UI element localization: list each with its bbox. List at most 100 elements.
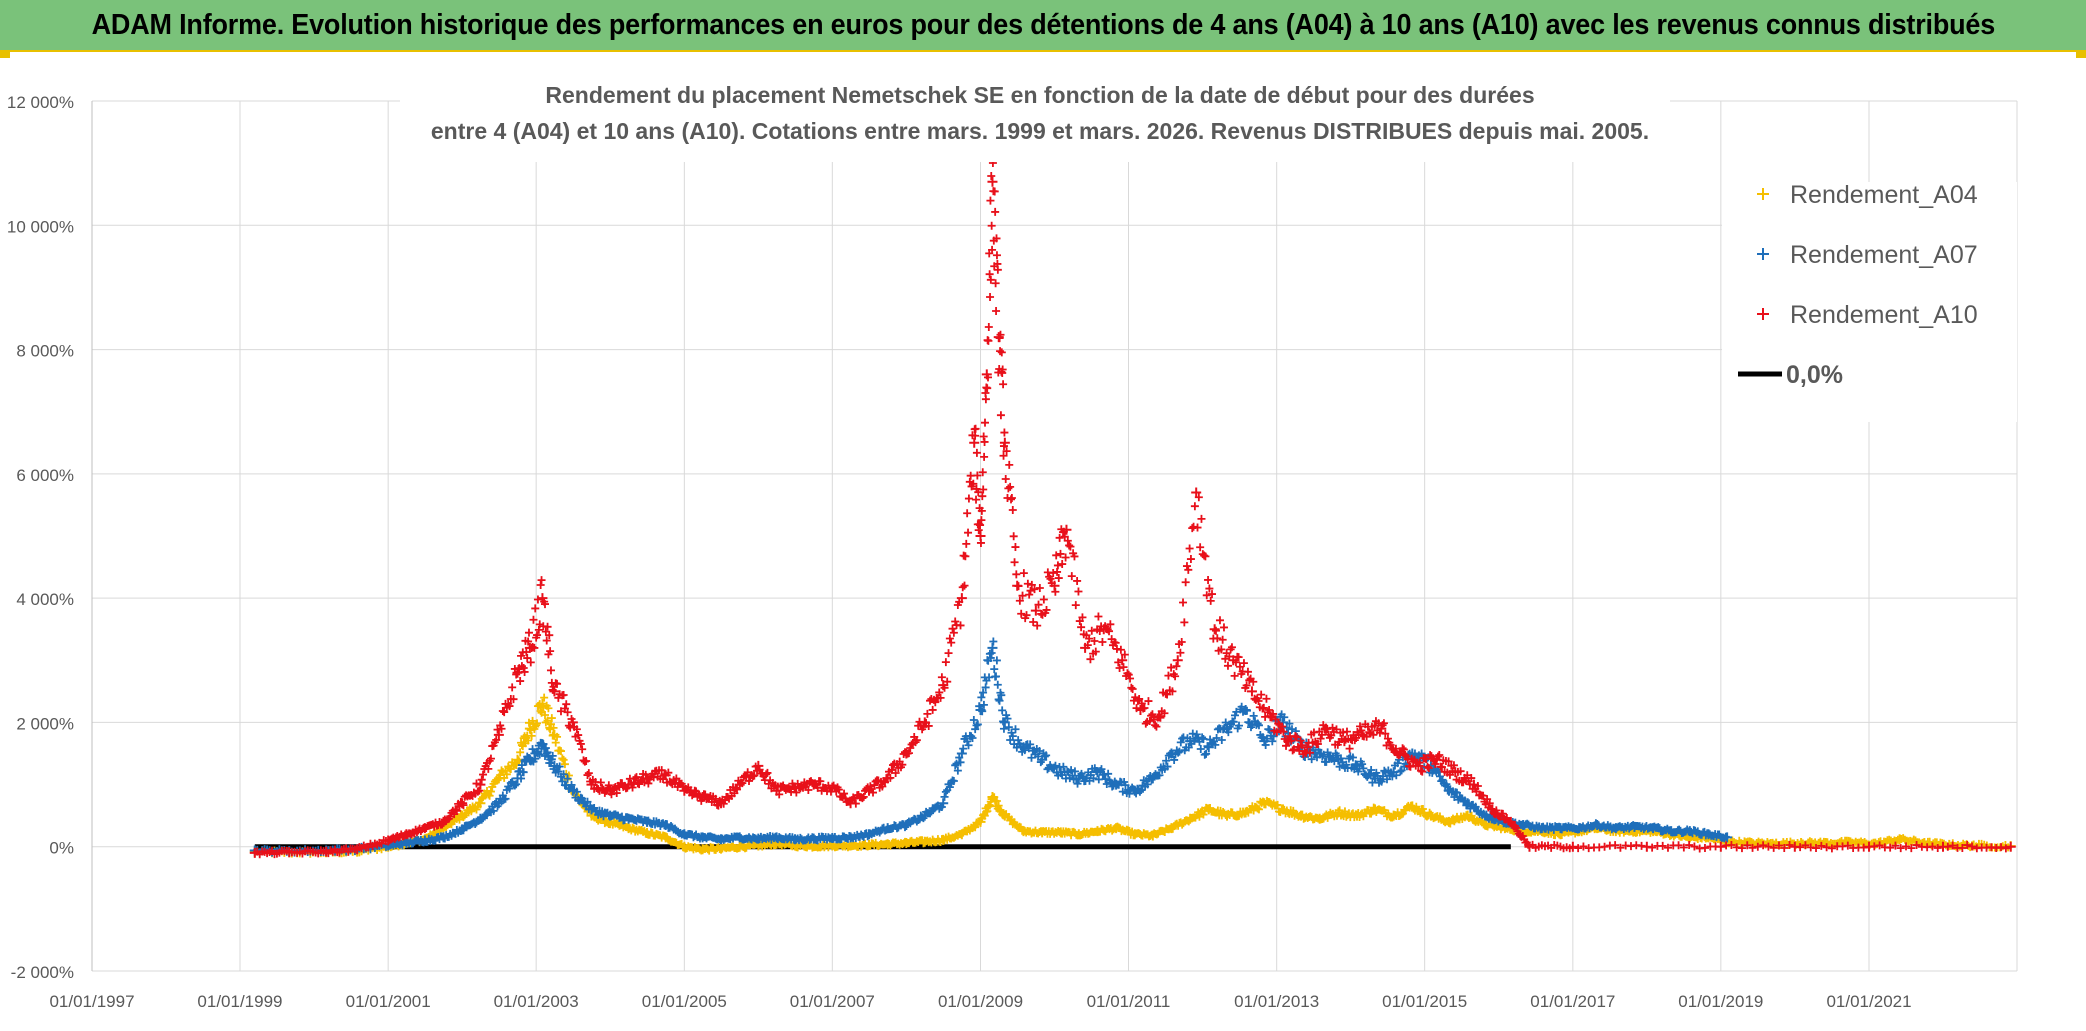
marker-Rendement_A10 bbox=[631, 774, 640, 783]
marker-Rendement_A07 bbox=[945, 783, 954, 792]
y-tick-label-5: 8 000% bbox=[16, 342, 74, 361]
marker-Rendement_A10 bbox=[955, 597, 964, 606]
marker-Rendement_A10 bbox=[1492, 806, 1501, 815]
marker-Rendement_A10 bbox=[1369, 730, 1378, 739]
marker-Rendement_A10 bbox=[971, 431, 980, 440]
marker-Rendement_A07 bbox=[501, 794, 510, 803]
marker-Rendement_A07 bbox=[1170, 755, 1179, 764]
marker-Rendement_A10 bbox=[1046, 574, 1055, 583]
marker-Rendement_A10 bbox=[1116, 645, 1125, 654]
marker-Rendement_A10 bbox=[1074, 587, 1083, 596]
marker-Rendement_A10 bbox=[1444, 757, 1453, 766]
dense-markers-Rendement_A07 bbox=[253, 637, 1730, 857]
marker-Rendement_A10 bbox=[1114, 658, 1123, 667]
marker-Rendement_A10 bbox=[660, 770, 669, 779]
marker-Rendement_A10 bbox=[963, 509, 972, 518]
x-tick-label-11: 01/01/2019 bbox=[1678, 992, 1763, 1011]
marker-Rendement_A10 bbox=[1051, 587, 1060, 596]
chart-title-line-2: entre 4 (A04) et 10 ans (A10). Cotations… bbox=[431, 118, 1649, 144]
marker-Rendement_A10 bbox=[1271, 715, 1280, 724]
marker-Rendement_A10 bbox=[1035, 584, 1044, 593]
marker-Rendement_A10 bbox=[1106, 620, 1115, 629]
marker-Rendement_A10 bbox=[1128, 684, 1137, 693]
marker-Rendement_A10 bbox=[484, 764, 493, 773]
marker-Rendement_A10 bbox=[472, 779, 481, 788]
marker-Rendement_A10 bbox=[1958, 843, 1967, 852]
marker-Rendement_A07 bbox=[1004, 723, 1013, 732]
marker-Rendement_A10 bbox=[733, 785, 742, 794]
marker-Rendement_A10 bbox=[1379, 719, 1388, 728]
chart-title: Rendement du placement Nemetschek SE en … bbox=[400, 54, 1670, 162]
marker-Rendement_A10 bbox=[1456, 767, 1465, 776]
marker-Rendement_A07 bbox=[572, 787, 581, 796]
marker-Rendement_A07 bbox=[989, 637, 998, 646]
marker-Rendement_A04 bbox=[553, 732, 562, 741]
marker-Rendement_A07 bbox=[1224, 728, 1233, 737]
marker-Rendement_A10 bbox=[500, 708, 509, 717]
marker-Rendement_A10 bbox=[1000, 428, 1009, 437]
marker-Rendement_A10 bbox=[537, 576, 546, 585]
marker-Rendement_A10 bbox=[986, 292, 995, 301]
x-tick-label-7: 01/01/2011 bbox=[1087, 992, 1171, 1011]
marker-Rendement_A10 bbox=[1418, 767, 1427, 776]
marker-Rendement_A10 bbox=[1190, 502, 1199, 511]
marker-Rendement_A10 bbox=[1219, 623, 1228, 632]
marker-Rendement_A10 bbox=[1398, 744, 1407, 753]
marker-Rendement_A10 bbox=[1208, 590, 1217, 599]
marker-Rendement_A10 bbox=[1027, 580, 1036, 589]
marker-Rendement_A10 bbox=[1083, 641, 1092, 650]
marker-Rendement_A10 bbox=[1769, 843, 1778, 852]
marker-Rendement_A10 bbox=[996, 330, 1005, 339]
marker-Rendement_A10 bbox=[1111, 638, 1120, 647]
series-Rendement_A07 bbox=[249, 637, 1733, 857]
marker-Rendement_A10 bbox=[1179, 598, 1188, 607]
marker-Rendement_A10 bbox=[644, 779, 653, 788]
marker-Rendement_A10 bbox=[1827, 844, 1836, 853]
marker-Rendement_A10 bbox=[1172, 662, 1181, 671]
marker-Rendement_A10 bbox=[1928, 842, 1937, 851]
marker-Rendement_A10 bbox=[1424, 764, 1433, 773]
marker-Rendement_A10 bbox=[473, 787, 482, 796]
marker-Rendement_A07 bbox=[1235, 721, 1243, 730]
marker-Rendement_A10 bbox=[750, 771, 759, 780]
marker-Rendement_A10 bbox=[664, 768, 673, 777]
marker-Rendement_A10 bbox=[1137, 699, 1146, 708]
marker-Rendement_A10 bbox=[531, 604, 540, 613]
marker-Rendement_A10 bbox=[350, 845, 359, 854]
marker-Rendement_A10 bbox=[1015, 596, 1024, 605]
marker-Rendement_A10 bbox=[731, 783, 740, 792]
marker-Rendement_A04 bbox=[559, 755, 568, 764]
marker-Rendement_A10 bbox=[941, 658, 950, 667]
marker-Rendement_A10 bbox=[517, 651, 526, 660]
x-tick-label-4: 01/01/2005 bbox=[642, 992, 727, 1011]
marker-Rendement_A10 bbox=[697, 796, 706, 805]
marker-Rendement_A07 bbox=[1175, 747, 1184, 756]
marker-Rendement_A10 bbox=[991, 207, 1000, 216]
marker-Rendement_A10 bbox=[915, 717, 924, 726]
marker-Rendement_A10 bbox=[1282, 741, 1291, 750]
marker-Rendement_A10 bbox=[505, 702, 514, 711]
marker-Rendement_A10 bbox=[1611, 841, 1620, 850]
marker-Rendement_A07 bbox=[1348, 753, 1357, 762]
marker-Rendement_A10 bbox=[978, 468, 987, 477]
marker-Rendement_A10 bbox=[1300, 747, 1309, 756]
marker-Rendement_A10 bbox=[1010, 558, 1019, 567]
x-tick-label-1: 01/01/1999 bbox=[197, 992, 282, 1011]
marker-Rendement_A10 bbox=[1265, 705, 1274, 714]
marker-Rendement_A04 bbox=[1254, 805, 1263, 814]
y-tick-label-3: 4 000% bbox=[16, 590, 74, 609]
marker-Rendement_A10 bbox=[1963, 841, 1972, 850]
marker-Rendement_A07 bbox=[999, 717, 1008, 726]
marker-Rendement_A10 bbox=[981, 395, 990, 404]
marker-Rendement_A10 bbox=[1433, 752, 1442, 761]
marker-Rendement_A10 bbox=[1123, 669, 1132, 678]
point-Rendement_A10-51 bbox=[1154, 711, 1165, 722]
marker-Rendement_A10 bbox=[1030, 585, 1039, 594]
marker-Rendement_A10 bbox=[545, 631, 554, 640]
marker-Rendement_A10 bbox=[972, 448, 981, 457]
marker-Rendement_A10 bbox=[659, 775, 668, 784]
marker-Rendement_A07 bbox=[1097, 765, 1106, 774]
marker-Rendement_A10 bbox=[1753, 842, 1762, 851]
marker-Rendement_A10 bbox=[792, 788, 801, 797]
point-Rendement_A10-73 bbox=[1641, 841, 1652, 852]
